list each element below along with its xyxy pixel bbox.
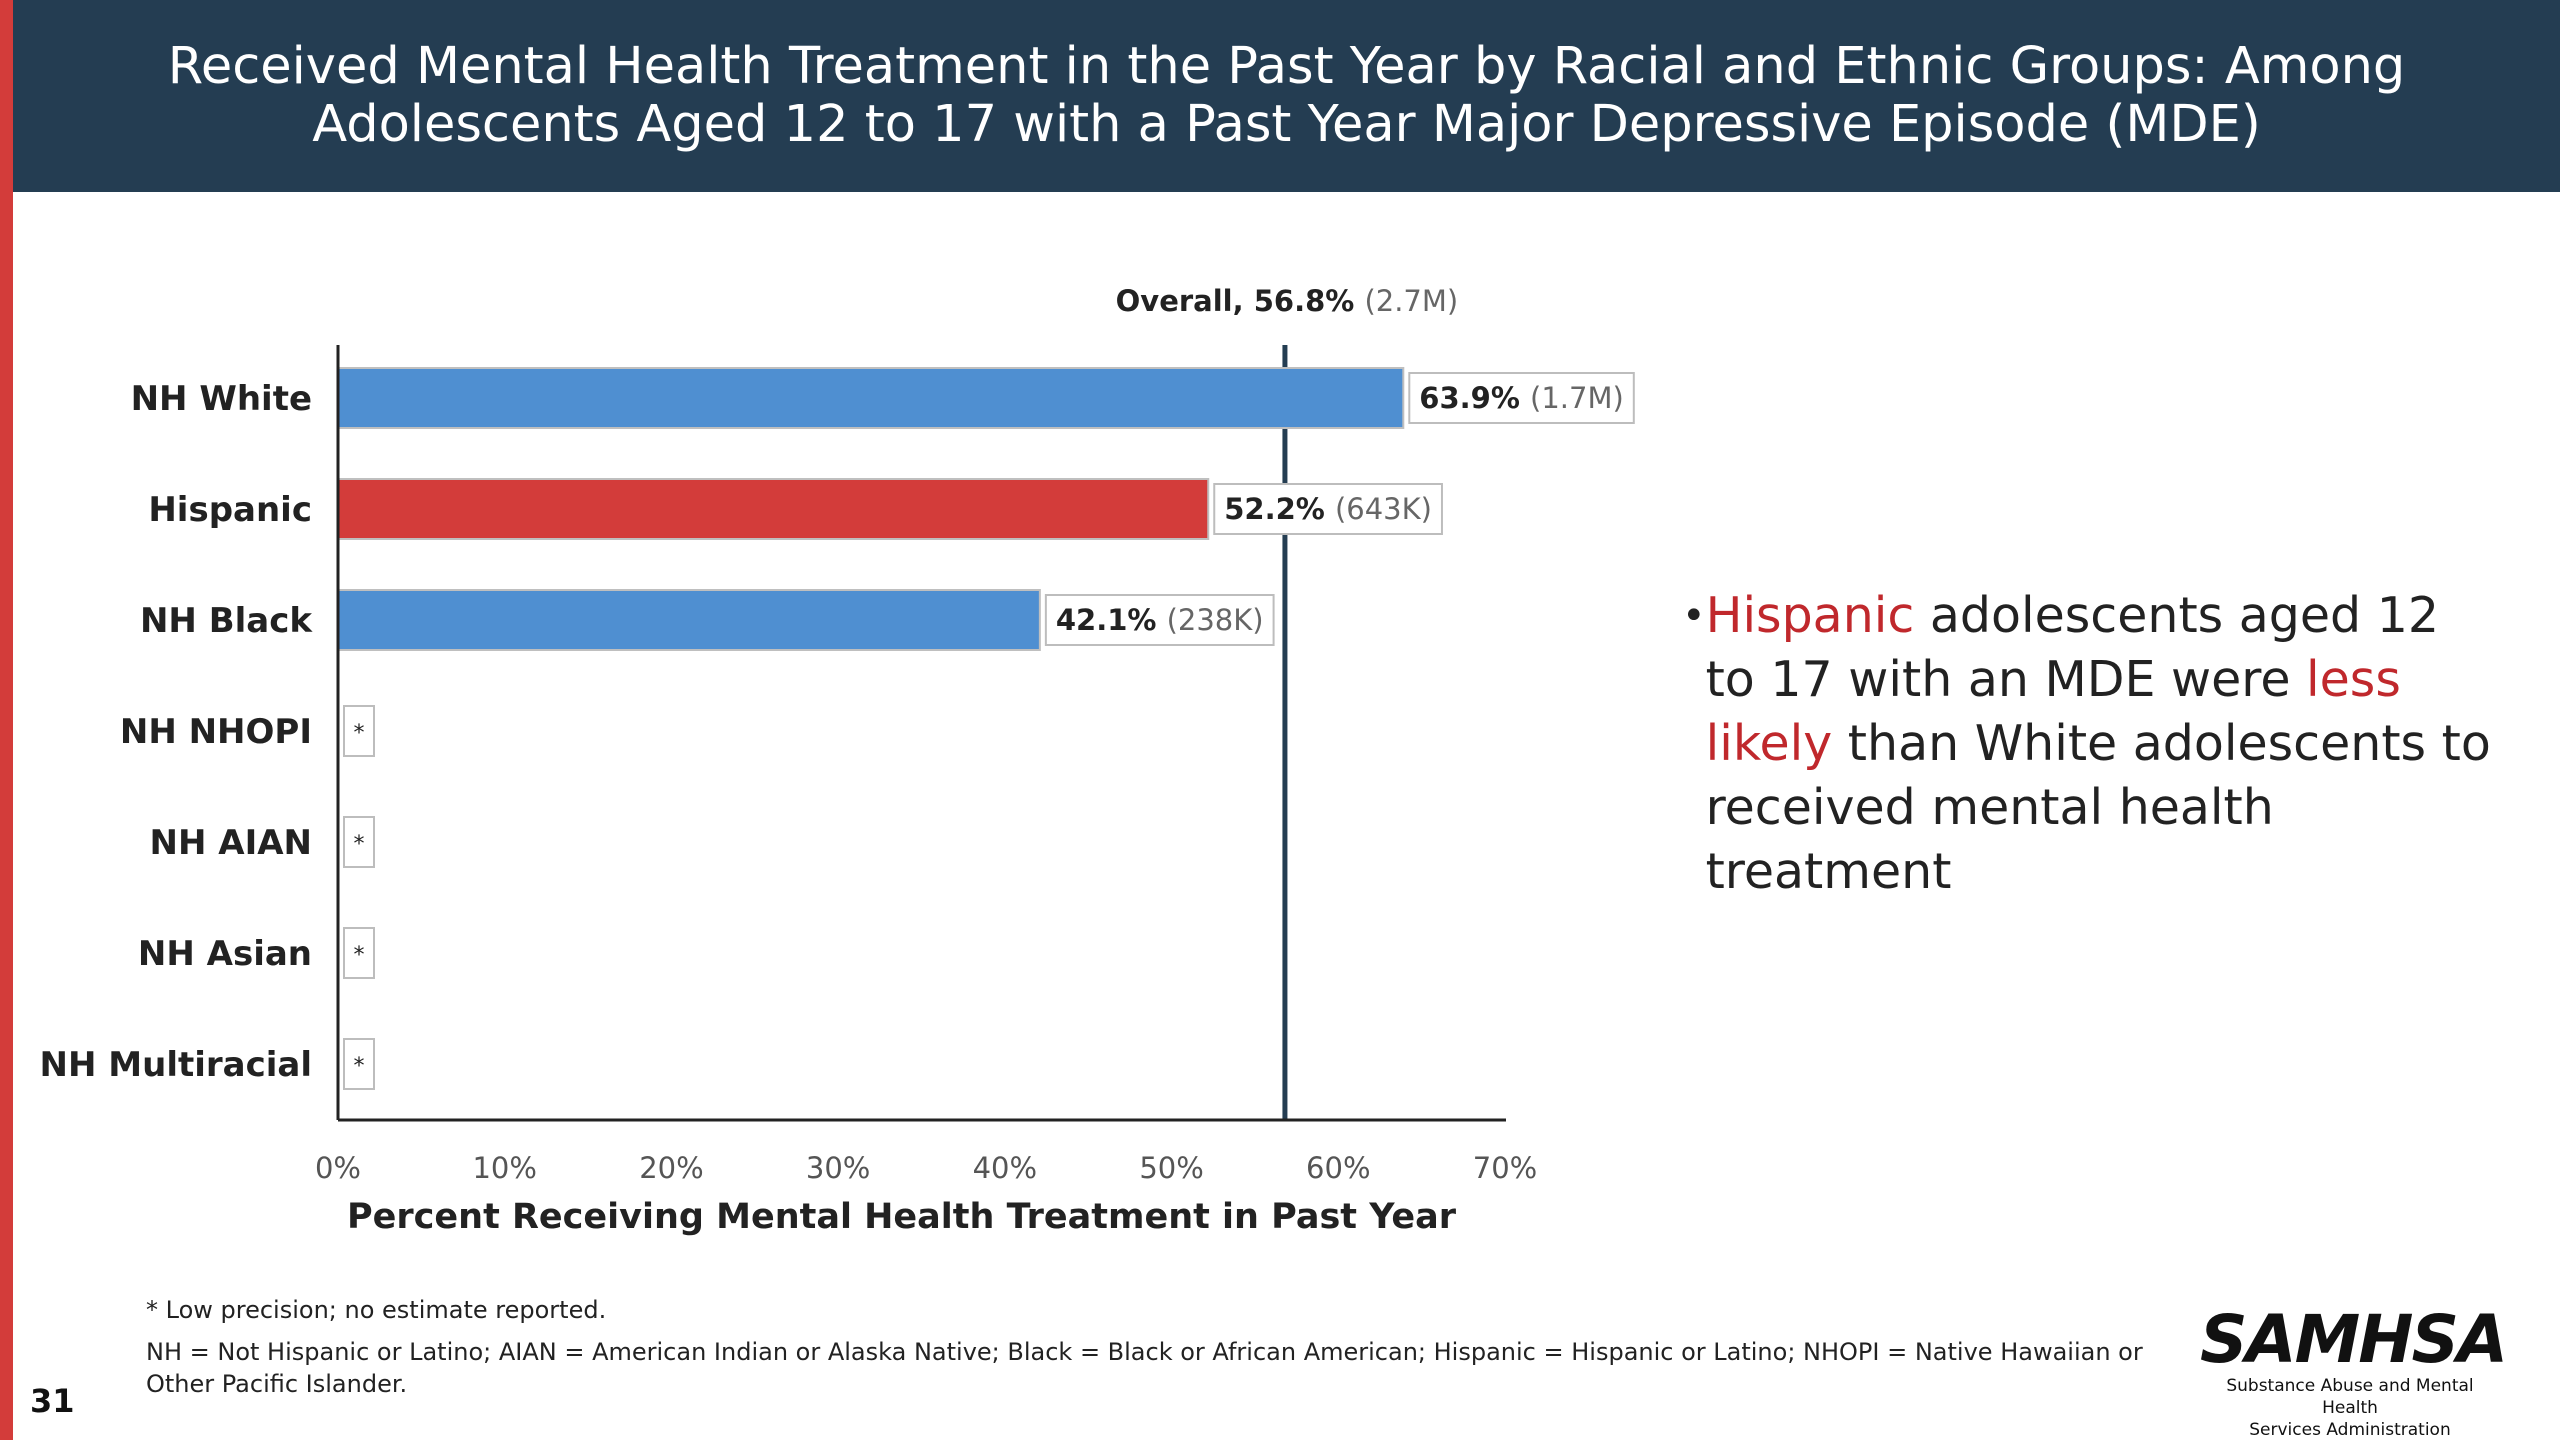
bullet-highlight-less-likely: less likely bbox=[1705, 651, 2401, 772]
x-tick-label: 70% bbox=[1473, 1151, 1537, 1185]
logo-wordmark: SAMHSA bbox=[2200, 1301, 2508, 1378]
logo-subtitle: Substance Abuse and Mental Health Servic… bbox=[2226, 1376, 2474, 1440]
x-tick-label: 50% bbox=[1139, 1151, 1203, 1185]
x-tick-label: 30% bbox=[806, 1151, 870, 1185]
data-label-count: (238K) bbox=[1167, 603, 1264, 637]
category-label: NH Multiracial bbox=[40, 1045, 312, 1085]
data-label: 63.9% (1.7M) bbox=[1419, 381, 1624, 415]
x-tick-label: 0% bbox=[315, 1151, 361, 1185]
suppressed-label-box bbox=[343, 927, 375, 979]
data-label-value: 63.9% bbox=[1419, 381, 1530, 415]
category-label: NH Asian bbox=[138, 934, 312, 974]
category-label: Hispanic bbox=[148, 490, 312, 530]
category-label: NH Black bbox=[140, 601, 313, 641]
suppressed-label: * bbox=[354, 721, 365, 746]
bullet-highlight-hispanic: Hispanic bbox=[1705, 587, 1915, 644]
category-label: NH AIAN bbox=[150, 823, 312, 863]
x-tick-label: 20% bbox=[639, 1151, 703, 1185]
bullet-dot-icon: • bbox=[1682, 593, 1706, 639]
x-tick-label: 60% bbox=[1306, 1151, 1370, 1185]
data-label-box bbox=[1044, 594, 1275, 646]
bullet-text: Hispanic adolescents aged 12 to 17 with … bbox=[1706, 584, 2502, 904]
bullet-point: • Hispanic adolescents aged 12 to 17 wit… bbox=[1682, 584, 2502, 904]
data-label-count: (1.7M) bbox=[1530, 381, 1624, 415]
x-tick-label: 40% bbox=[973, 1151, 1037, 1185]
page-number: 31 bbox=[30, 1382, 75, 1420]
data-label-box bbox=[1213, 483, 1443, 535]
x-axis-title: Percent Receiving Mental Health Treatmen… bbox=[347, 1197, 1457, 1237]
suppressed-label-box bbox=[343, 705, 375, 757]
category-label: NH NHOPI bbox=[120, 712, 312, 752]
bar bbox=[337, 589, 1041, 651]
overall-reference-label: Overall, 56.8% (2.7M) bbox=[1116, 284, 1459, 318]
samhsa-logo: SAMHSA Substance Abuse and Mental Health… bbox=[2200, 1301, 2508, 1441]
data-label: 52.2% (643K) bbox=[1224, 492, 1432, 526]
suppressed-label: * bbox=[354, 1054, 365, 1079]
accent-stripe bbox=[0, 0, 13, 1440]
slide-header: Received Mental Health Treatment in the … bbox=[13, 0, 2560, 192]
slide-title: Received Mental Health Treatment in the … bbox=[167, 37, 2406, 154]
suppressed-label: * bbox=[354, 832, 365, 857]
bullet-text-part4: than White adolescents to received menta… bbox=[1705, 715, 2491, 900]
bar bbox=[337, 478, 1210, 540]
x-tick-label: 10% bbox=[472, 1151, 536, 1185]
data-label-value: 52.2% bbox=[1224, 492, 1335, 526]
overall-value: Overall, 56.8% bbox=[1116, 284, 1365, 318]
data-label: 42.1% (238K) bbox=[1056, 603, 1264, 637]
bullet-text-part2: adolescents aged 12 to 17 with an MDE we… bbox=[1705, 587, 2440, 708]
data-label-value: 42.1% bbox=[1056, 603, 1167, 637]
data-label-count: (643K) bbox=[1335, 492, 1432, 526]
suppressed-label-box bbox=[343, 816, 375, 868]
overall-count: (2.7M) bbox=[1364, 284, 1458, 318]
bar bbox=[337, 367, 1405, 429]
footnote-low-precision: * Low precision; no estimate reported. bbox=[146, 1296, 607, 1324]
suppressed-label: * bbox=[354, 943, 365, 968]
data-label-box bbox=[1408, 372, 1635, 424]
suppressed-label-box bbox=[343, 1038, 375, 1090]
footnote-abbreviations: NH = Not Hispanic or Latino; AIAN = Amer… bbox=[146, 1338, 2143, 1398]
category-label: NH White bbox=[131, 379, 312, 419]
